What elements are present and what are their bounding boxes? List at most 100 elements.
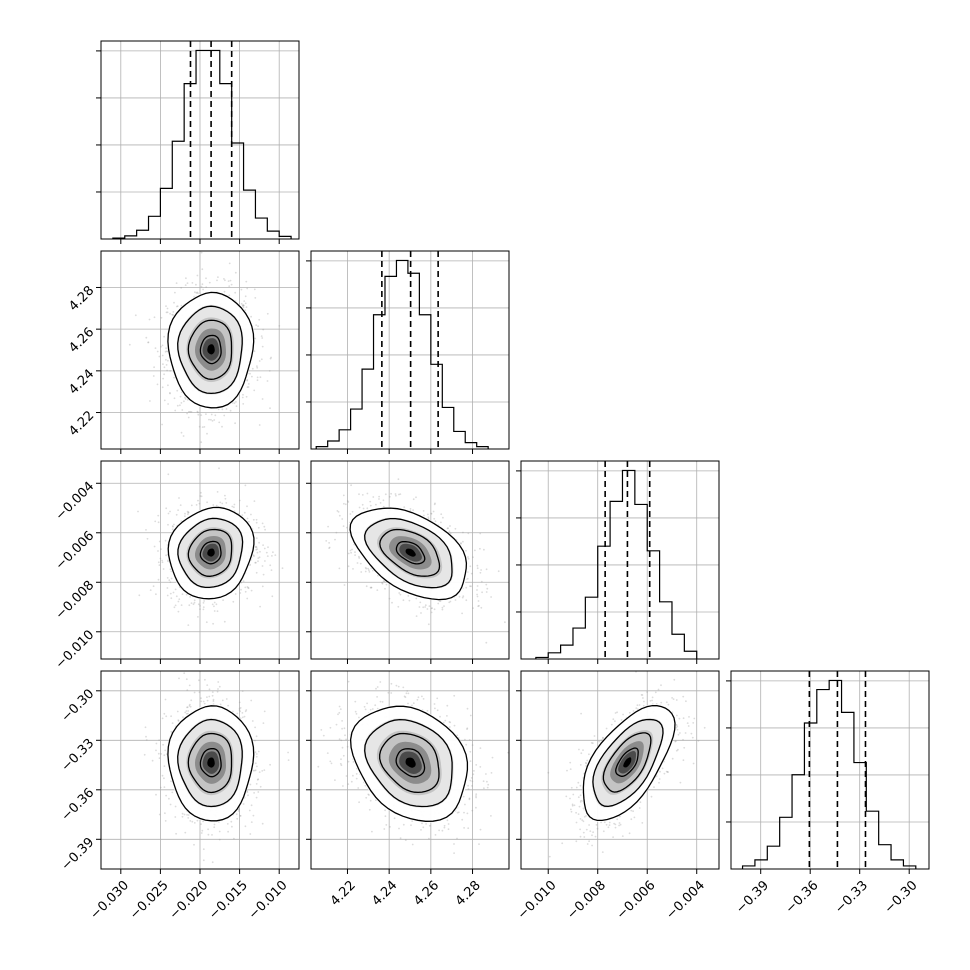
sample-point [254, 739, 256, 742]
sample-point [480, 606, 483, 609]
sample-point [221, 425, 223, 428]
sample-point [255, 735, 258, 738]
sample-point [472, 556, 474, 559]
sample-point [343, 584, 346, 586]
sample-point [154, 520, 157, 523]
sample-point [221, 502, 224, 505]
sample-point [261, 337, 264, 339]
sample-point [231, 825, 233, 828]
panel-content [311, 461, 509, 659]
sample-point [325, 540, 328, 542]
sample-point [242, 306, 245, 309]
sample-point [233, 503, 236, 506]
sample-point [415, 615, 418, 617]
sample-point [485, 583, 488, 586]
contour-line-3 [395, 540, 426, 565]
sample-point [255, 546, 258, 549]
scatter-panel-1-0 [96, 250, 300, 454]
sample-point [256, 365, 258, 367]
sample-point [223, 620, 226, 623]
sample-point [216, 279, 218, 282]
sample-point [211, 694, 214, 697]
sample-point [155, 742, 158, 745]
sample-point [362, 507, 365, 510]
sample-point [206, 696, 208, 698]
sample-point [193, 843, 195, 846]
sample-point [460, 542, 462, 544]
sample-point [266, 380, 269, 382]
sample-point [168, 579, 171, 582]
sample-point [415, 496, 417, 499]
sample-point [246, 586, 249, 588]
sample-point [155, 749, 157, 752]
sample-point [244, 302, 247, 305]
sample-point [166, 577, 169, 579]
sample-point [256, 548, 259, 551]
sample-point [218, 830, 221, 833]
contour-line-2 [187, 319, 233, 380]
sample-point [161, 423, 164, 426]
sample-point [175, 513, 178, 516]
sample-point [165, 311, 168, 314]
sample-point [243, 511, 246, 514]
sample-point [250, 821, 253, 823]
sample-point [174, 604, 177, 607]
sample-point [391, 601, 393, 604]
sample-point [217, 408, 220, 411]
sample-point [375, 503, 377, 506]
sample-point [449, 525, 451, 527]
sample-point [271, 595, 274, 598]
sample-point [254, 762, 257, 765]
sample-point [246, 791, 249, 793]
sample-point [379, 502, 382, 504]
sample-point [240, 302, 243, 305]
sample-point [188, 705, 191, 707]
sample-point [134, 314, 137, 317]
sample-point [161, 344, 164, 347]
sample-point [174, 291, 176, 294]
sample-point [372, 496, 375, 498]
sample-point [246, 597, 249, 600]
sample-point [244, 309, 247, 311]
sample-point [246, 386, 249, 388]
sample-point [399, 593, 402, 596]
sample-point [245, 280, 248, 283]
sample-point [194, 291, 196, 294]
sample-point [378, 498, 380, 500]
sample-point [241, 396, 244, 399]
sample-point [470, 572, 473, 575]
sample-point [187, 511, 190, 514]
sample-point [346, 526, 348, 529]
sample-point [272, 551, 274, 554]
sample-point [351, 510, 354, 513]
sample-point [170, 577, 173, 580]
sample-point [224, 494, 226, 497]
sample-point [216, 610, 219, 613]
sample-point [188, 410, 190, 413]
sample-point [223, 414, 226, 417]
sample-point [169, 370, 172, 372]
sample-point [166, 307, 169, 310]
sample-point [434, 520, 437, 523]
sample-point [235, 405, 238, 407]
sample-point [208, 281, 211, 284]
sample-point [246, 379, 249, 381]
sample-point [479, 547, 481, 550]
sample-point [467, 557, 470, 560]
sample-point [242, 304, 245, 307]
sample-point [242, 803, 245, 805]
sample-point [466, 577, 469, 580]
sample-point [170, 597, 173, 600]
sample-point [152, 375, 155, 377]
sample-point [327, 525, 329, 528]
sample-point [433, 503, 436, 506]
sample-point [206, 432, 208, 435]
sample-point [271, 555, 273, 557]
sample-point [424, 606, 426, 608]
sample-point [207, 833, 210, 836]
panel-frame [730, 670, 930, 870]
sample-point [151, 759, 154, 762]
histogram-panel-1 [306, 250, 510, 454]
sample-point [256, 551, 259, 554]
sample-point [234, 271, 237, 274]
